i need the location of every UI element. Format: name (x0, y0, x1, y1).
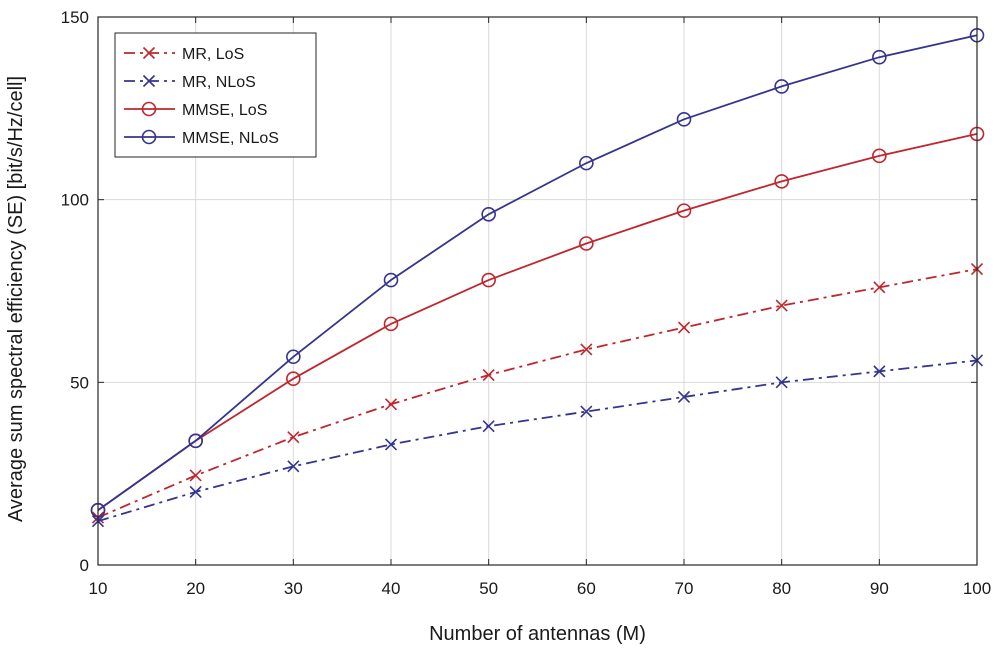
series-line (97, 133, 978, 511)
x-tick-label: 20 (186, 579, 205, 598)
data-point (580, 405, 593, 418)
data-point (287, 431, 300, 444)
series-line (97, 359, 978, 523)
data-point (873, 365, 886, 378)
data-point (579, 236, 594, 251)
data-point (286, 371, 301, 386)
data-point (676, 203, 692, 218)
legend: MR, LoS MR, NLoS MMSE, LoS MMSE, NLoS (114, 32, 317, 158)
legend-swatch-marker (141, 101, 157, 117)
y-tick-label: 100 (61, 191, 89, 210)
legend-label: MMSE, NLoS (182, 130, 279, 147)
data-point (676, 111, 692, 127)
x-tick-label: 80 (772, 579, 791, 598)
x-tick-label: 70 (675, 579, 694, 598)
x-tick-label: 50 (479, 579, 498, 598)
data-point (775, 299, 788, 312)
data-point (481, 272, 496, 288)
data-point (481, 206, 496, 222)
legend-item: MMSE, LoS (124, 101, 267, 119)
legend-label: MMSE, LoS (182, 102, 267, 119)
data-point (677, 321, 691, 334)
data-point (872, 49, 887, 65)
data-point (384, 398, 398, 411)
x-tick-label: 90 (870, 579, 889, 598)
legend-swatch-marker (142, 46, 156, 60)
data-point (872, 148, 887, 164)
data-point (189, 469, 202, 482)
data-point (189, 485, 202, 498)
data-point (482, 368, 495, 382)
legend-label: MR, LoS (182, 46, 244, 63)
data-point (775, 376, 788, 389)
data-point (383, 316, 399, 332)
legend-item: MR, NLoS (124, 74, 256, 91)
x-tick-label: 40 (382, 579, 401, 598)
data-point (188, 433, 203, 449)
y-tick-label: 0 (80, 556, 89, 575)
data-point (579, 155, 594, 171)
y-tick-label: 50 (70, 373, 89, 392)
data-point (677, 390, 691, 404)
legend-item: MMSE, NLoS (124, 129, 279, 147)
series-1 (91, 354, 984, 528)
data-point (873, 281, 886, 294)
x-tick-label: 60 (577, 579, 596, 598)
data-point (383, 272, 399, 288)
x-tick-label: 10 (89, 579, 108, 598)
plot-frame (97, 16, 978, 566)
series-0 (91, 263, 984, 524)
legend-swatch-marker (142, 74, 156, 88)
data-point (580, 343, 593, 356)
x-axis-label: Number of antennas (M) (429, 623, 646, 645)
legend-item: MR, LoS (124, 46, 244, 63)
series-line (97, 268, 978, 519)
series-layer (90, 27, 985, 528)
x-tick-label: 100 (963, 579, 991, 598)
x-tick-label: 30 (284, 579, 303, 598)
data-point (384, 438, 398, 451)
series-line (97, 34, 978, 511)
data-point (482, 420, 495, 433)
series-2 (90, 126, 985, 518)
data-point (286, 349, 301, 365)
data-point (774, 174, 789, 189)
legend-swatch-marker (141, 129, 157, 145)
data-point (774, 79, 789, 94)
y-tick-label: 150 (61, 8, 89, 27)
data-point (287, 460, 300, 473)
tick-labels: 10 20 30 40 50 60 70 80 90 100 0 50 100 150 (61, 8, 992, 598)
y-axis-label: Average sum spectral efficiency (SE) [bi… (5, 76, 27, 522)
legend-label: MR, NLoS (182, 74, 256, 91)
